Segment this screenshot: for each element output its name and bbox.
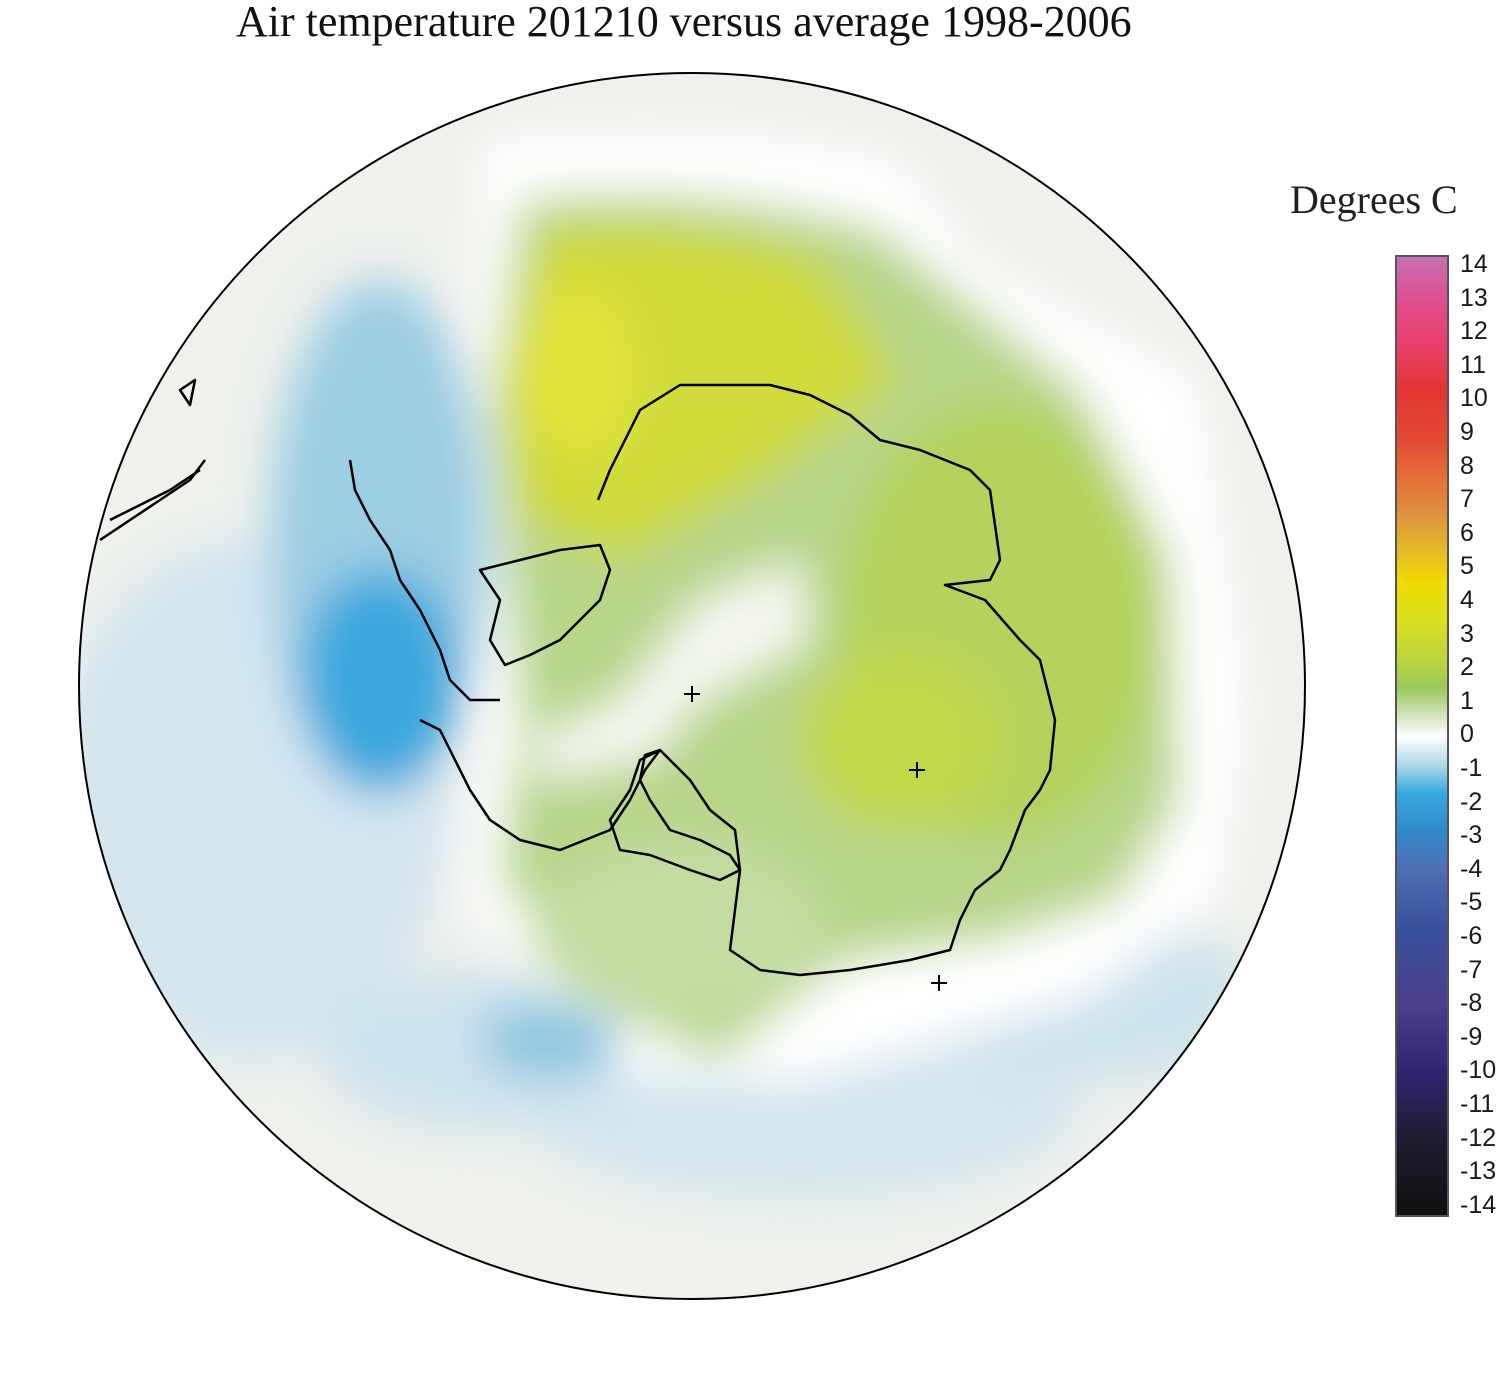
colorbar-tick-label: 10 [1460, 384, 1488, 413]
colorbar-tick-label: -8 [1460, 989, 1483, 1018]
island [178, 378, 197, 407]
colorbar-tick-label: 2 [1460, 653, 1474, 682]
station-marker [931, 975, 947, 991]
colorbar-tick-label: 6 [1460, 518, 1474, 547]
colorbar-tick-label: -12 [1460, 1123, 1497, 1152]
warm-region-ross [530, 840, 830, 1020]
colorbar [1395, 255, 1449, 1217]
ross-ice-shelf [608, 748, 742, 882]
cold-core [300, 570, 460, 790]
colorbar-tick-label: -14 [1460, 1190, 1497, 1219]
colorbar-tick-label: 8 [1460, 451, 1474, 480]
colorbar-tick-label: 11 [1460, 350, 1486, 379]
colorbar-tick-label: -6 [1460, 922, 1483, 950]
colorbar-tick-label: 7 [1460, 485, 1474, 514]
neutral-wedge [530, 560, 810, 780]
warm-region-east-core [800, 650, 1000, 830]
colorbar-tick-label: -1 [1460, 754, 1483, 782]
warm-peak [520, 280, 640, 460]
coastline [99, 378, 1057, 977]
map-border [78, 72, 1306, 1300]
cold-spot-south [480, 1000, 620, 1080]
legend-title: Degrees C [1290, 177, 1458, 222]
colorbar-scale [1395, 255, 1449, 1217]
title-text: Air temperature 201210 versus average 19… [236, 0, 1132, 46]
west-antarctica-coast [478, 543, 612, 667]
colorbar-tick-label: -2 [1460, 787, 1483, 816]
colorbar-tick-label: 13 [1460, 283, 1488, 312]
colorbar-tick-label: -13 [1460, 1157, 1497, 1186]
field-smooth [79, 128, 1260, 1200]
south-america-tip-2 [109, 468, 201, 522]
colorbar-tick-label: 14 [1460, 250, 1488, 278]
colorbar-tick-label: 9 [1460, 418, 1474, 446]
station-marker [909, 762, 925, 778]
colorbar-tick-label: -11 [1460, 1090, 1495, 1118]
colorbar-tick-label: 3 [1460, 619, 1474, 648]
pole-marker [684, 686, 700, 702]
map-markers [684, 686, 947, 991]
peninsula-coast [348, 459, 500, 702]
colorbar-tick-label: 0 [1460, 720, 1474, 749]
colorbar-tick-label: -9 [1460, 1022, 1483, 1051]
colorbar-tick-label: -4 [1460, 854, 1483, 883]
colorbar-tick-label: 1 [1460, 686, 1474, 715]
colorbar-tick-label: -3 [1460, 821, 1483, 850]
colorbar-tick-label: 4 [1460, 586, 1474, 614]
colorbar-tick-label: -7 [1460, 955, 1483, 984]
marie-byrd-coast [419, 718, 661, 852]
colorbar-tick-label: 5 [1460, 552, 1474, 581]
colorbar-tick-label: -5 [1460, 888, 1483, 917]
colorbar-tick-label: -10 [1460, 1056, 1497, 1085]
colorbar-tick-label: 12 [1460, 317, 1488, 346]
east-antarctica-coast [596, 383, 1057, 977]
